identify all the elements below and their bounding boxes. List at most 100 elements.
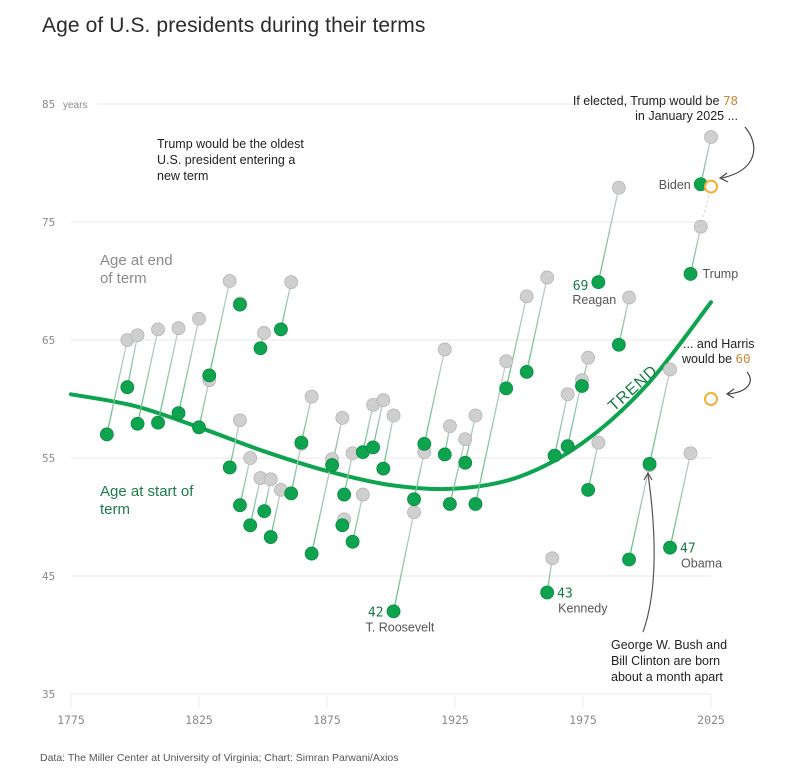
end-of-term-dot — [304, 389, 319, 404]
end-of-term-dot — [611, 180, 626, 195]
start-of-term-dot — [591, 275, 606, 290]
term-connector — [239, 457, 251, 506]
end-of-term-dot — [263, 472, 278, 487]
hypothetical-dot — [704, 392, 718, 406]
president-age-label: 42 — [368, 605, 384, 620]
president-name-label: Biden — [659, 178, 691, 192]
x-tick-label: 1925 — [441, 713, 469, 727]
term-connector — [669, 453, 692, 548]
start-of-term-dot — [171, 406, 186, 421]
term-connector — [300, 396, 313, 443]
hypothetical-connector — [700, 186, 712, 227]
start-of-term-dot — [437, 447, 452, 462]
term-connector — [423, 349, 446, 444]
term-connector — [526, 277, 548, 372]
start-of-term-dot — [257, 504, 272, 519]
president-name-label: Kennedy — [558, 602, 608, 616]
start-of-term-dot — [253, 341, 268, 356]
connector-layer — [106, 136, 712, 612]
start-of-term-dot — [345, 534, 360, 549]
dot-layer — [99, 130, 718, 619]
start-of-term-dot — [222, 460, 237, 475]
term-connector — [689, 226, 702, 275]
term-connector — [198, 379, 210, 428]
grid-layer — [70, 103, 712, 708]
term-connector — [351, 494, 364, 542]
start-of-term-dot — [611, 337, 626, 352]
start-of-term-dot — [274, 322, 288, 337]
term-connector — [136, 329, 159, 424]
end-of-term-dot — [545, 551, 560, 566]
term-connector — [392, 512, 415, 612]
start-of-term-dot — [683, 267, 698, 281]
end-of-term-dot — [335, 410, 350, 425]
harris-note-text: would be — [681, 352, 736, 366]
end-of-term-dot — [591, 435, 606, 450]
y-tick-label: 85 — [42, 98, 55, 111]
bush-clinton-note: about a month apart — [611, 670, 723, 684]
end-of-term-dot — [581, 350, 596, 365]
term-connector — [290, 443, 303, 494]
start-of-term-dot — [540, 585, 555, 600]
term-connector — [372, 400, 384, 448]
arrow-head-icon — [643, 471, 653, 481]
end-of-term-dot — [499, 354, 514, 369]
trend-line — [69, 300, 713, 492]
trump-78-note: If elected, Trump would be 78 — [573, 93, 738, 108]
term-connector — [449, 438, 466, 505]
x-tick-label: 1975 — [569, 713, 597, 727]
start-of-term-dot — [417, 436, 432, 451]
term-connector — [249, 477, 262, 526]
start-of-term-dot — [575, 379, 589, 393]
start-of-term-dot — [233, 297, 247, 312]
end-of-term-dot — [683, 446, 698, 461]
end-of-term-dot — [386, 408, 401, 423]
start-of-term-dot — [560, 439, 575, 454]
trend-layer — [69, 300, 713, 492]
end-of-term-label: Age at end — [100, 252, 173, 269]
start-of-term-label: term — [100, 501, 130, 518]
start-of-term-label: Age at start of — [100, 483, 194, 500]
term-connector — [505, 296, 528, 389]
y-axis-unit: years — [63, 100, 87, 111]
trump-age-value: 78 — [723, 93, 738, 108]
start-of-term-dot — [151, 415, 165, 430]
y-tick-label: 55 — [42, 452, 55, 465]
start-of-term-dot — [192, 420, 206, 435]
harris-note-line2: would be 60 — [681, 351, 751, 366]
president-name-label: Trump — [703, 267, 739, 281]
start-of-term-dot — [243, 518, 258, 533]
trump-78-note-line2: in January 2025 ... — [635, 109, 738, 123]
start-of-term-dot — [304, 546, 319, 561]
start-of-term-dot — [547, 448, 562, 463]
end-of-term-dot — [243, 451, 258, 465]
term-connector — [343, 453, 354, 495]
x-tick-label: 1875 — [313, 713, 341, 727]
term-connector — [208, 280, 231, 376]
term-connector — [382, 415, 395, 469]
y-tick-label: 35 — [42, 688, 55, 701]
end-of-term-dot — [257, 326, 271, 340]
start-of-term-dot — [407, 492, 421, 507]
x-tick-label: 2025 — [697, 713, 725, 727]
end-of-term-dot — [704, 130, 718, 144]
president-age-label: 69 — [573, 279, 589, 294]
y-tick-label: 45 — [42, 570, 55, 583]
chart-title: Age of U.S. presidents during their term… — [42, 14, 426, 37]
start-of-term-dot — [468, 497, 483, 511]
start-of-term-dot — [284, 486, 299, 501]
end-of-term-dot — [540, 270, 555, 285]
end-of-term-dot — [437, 342, 452, 357]
end-of-term-dot — [468, 408, 483, 423]
start-of-term-dot — [202, 368, 217, 383]
annotation-arrow — [727, 371, 751, 395]
end-of-term-dot — [151, 322, 165, 337]
term-connector — [229, 420, 241, 468]
end-of-term-dot — [693, 219, 708, 234]
oldest-president-note: new term — [157, 169, 208, 183]
hypothetical-dot — [704, 179, 718, 194]
end-of-term-dot — [663, 362, 677, 377]
start-of-term-dot — [294, 435, 309, 450]
